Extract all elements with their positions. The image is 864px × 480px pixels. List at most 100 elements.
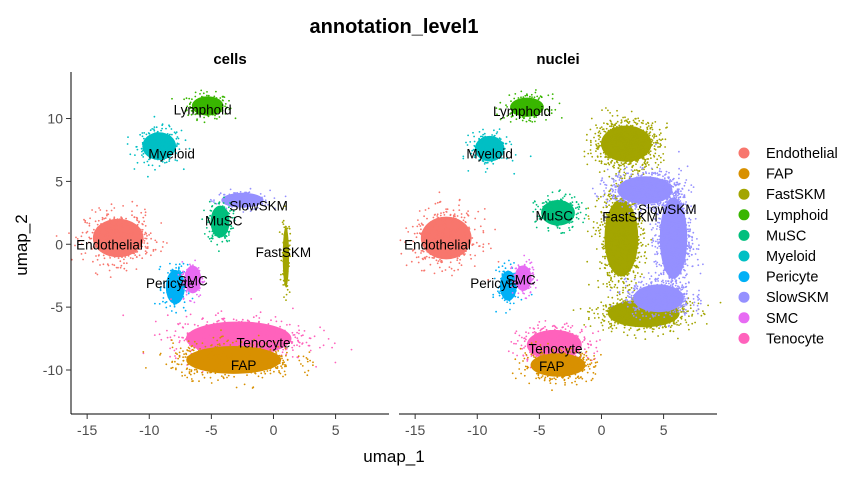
- point: [313, 335, 316, 338]
- point: [600, 144, 602, 147]
- point: [274, 353, 277, 356]
- point: [587, 152, 590, 155]
- point: [617, 167, 620, 169]
- point: [205, 354, 208, 356]
- point: [246, 374, 248, 376]
- point: [101, 238, 104, 241]
- point: [467, 170, 470, 172]
- point: [203, 336, 206, 339]
- point: [140, 211, 143, 214]
- point: [623, 275, 626, 277]
- point: [292, 334, 295, 336]
- point: [112, 238, 115, 241]
- point: [131, 210, 133, 213]
- point: [603, 135, 606, 138]
- point: [194, 91, 197, 94]
- point: [207, 96, 210, 99]
- point: [291, 356, 294, 358]
- point: [323, 329, 325, 332]
- point: [141, 154, 143, 157]
- point: [234, 117, 237, 120]
- point: [604, 225, 606, 228]
- point: [634, 259, 637, 262]
- point: [288, 265, 290, 268]
- point: [297, 340, 300, 343]
- point: [231, 200, 234, 203]
- point: [577, 218, 580, 220]
- point: [154, 132, 156, 135]
- point: [231, 324, 234, 327]
- point: [602, 151, 605, 154]
- point: [241, 326, 244, 329]
- point: [114, 229, 116, 232]
- point: [255, 208, 257, 210]
- point: [206, 356, 209, 358]
- point: [164, 146, 166, 149]
- point: [179, 322, 181, 325]
- point: [267, 203, 270, 206]
- point: [211, 230, 214, 233]
- point: [136, 161, 139, 164]
- point: [493, 135, 495, 138]
- point: [175, 311, 178, 314]
- point: [216, 243, 219, 246]
- point: [595, 248, 598, 250]
- point: [223, 350, 226, 352]
- point: [590, 117, 593, 120]
- point: [145, 133, 148, 136]
- point: [219, 207, 222, 209]
- point: [211, 363, 214, 366]
- point: [206, 321, 209, 323]
- point: [598, 138, 600, 141]
- point: [220, 227, 222, 230]
- point: [623, 125, 625, 128]
- point: [262, 350, 265, 353]
- point: [94, 246, 97, 248]
- point: [479, 144, 482, 146]
- point: [221, 366, 224, 369]
- point: [153, 137, 156, 140]
- point: [462, 157, 465, 160]
- point: [180, 129, 183, 132]
- point: [276, 356, 278, 359]
- point: [264, 204, 267, 207]
- point: [124, 224, 127, 227]
- point: [120, 219, 123, 222]
- point: [608, 281, 611, 284]
- point: [198, 269, 201, 272]
- point: [602, 240, 605, 243]
- point: [109, 221, 111, 224]
- x-tick-label: -15: [77, 422, 97, 438]
- point: [198, 352, 200, 355]
- point: [207, 110, 210, 113]
- point: [221, 240, 224, 243]
- point: [262, 362, 264, 365]
- point: [217, 108, 220, 111]
- point: [171, 291, 174, 294]
- point: [235, 332, 238, 335]
- point: [172, 293, 175, 296]
- point: [605, 206, 608, 209]
- point: [287, 263, 289, 266]
- point: [641, 163, 644, 166]
- point: [140, 147, 143, 150]
- point: [283, 296, 285, 298]
- point: [588, 218, 590, 220]
- point: [280, 259, 283, 262]
- point: [225, 362, 228, 364]
- point: [80, 235, 83, 238]
- point: [175, 348, 178, 350]
- point: [216, 106, 219, 109]
- point: [188, 97, 191, 100]
- point: [284, 283, 286, 286]
- point: [127, 231, 130, 234]
- point: [113, 254, 116, 257]
- point: [513, 97, 516, 100]
- point: [216, 339, 219, 342]
- point: [293, 344, 296, 347]
- point: [161, 123, 164, 126]
- point: [74, 244, 76, 247]
- point: [628, 148, 631, 151]
